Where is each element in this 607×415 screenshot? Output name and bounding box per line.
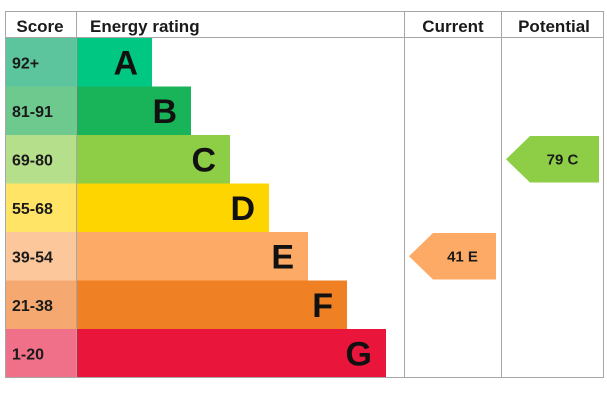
table-grid <box>5 11 604 378</box>
potential-rating-arrow <box>506 136 599 183</box>
score-range-g: 1-20 <box>12 346 44 363</box>
rating-arrows: 41 E 79 C <box>409 136 599 280</box>
score-cell-c <box>6 135 76 184</box>
score-cell-f <box>6 280 76 329</box>
score-range-e: 39-54 <box>12 249 53 266</box>
current-header: Current <box>422 17 484 36</box>
score-range-b: 81-91 <box>12 104 53 121</box>
potential-header: Potential <box>518 17 590 36</box>
band-letter-b: B <box>152 93 177 131</box>
band-bar-a <box>77 38 152 87</box>
score-cell-a <box>6 38 76 87</box>
score-range-c: 69-80 <box>12 152 53 169</box>
score-range-d: 55-68 <box>12 201 53 218</box>
band-letter-a: A <box>113 44 138 82</box>
band-letter-f: F <box>312 287 333 325</box>
band-bar-e <box>77 232 308 281</box>
band-bar-g <box>77 329 386 378</box>
potential-rating-label: 79 C <box>547 151 579 168</box>
band-letter-e: E <box>271 238 294 276</box>
rating-bands: 92+ A 81-91 B 69-80 C 55-68 D 39-54 E 21-38 F 1-20 G <box>6 38 386 378</box>
band-letter-c: C <box>191 141 216 179</box>
score-cell-d <box>6 183 76 232</box>
score-header: Score <box>16 17 63 36</box>
band-bar-c <box>77 135 230 184</box>
band-letter-d: D <box>230 190 255 228</box>
table-border <box>5 11 604 378</box>
score-range-f: 21-38 <box>12 298 53 315</box>
score-cell-b <box>6 86 76 135</box>
band-bar-f <box>77 280 347 329</box>
band-letter-g: G <box>346 335 372 373</box>
energy-rating-header: Energy rating <box>90 17 200 36</box>
band-bar-d <box>77 183 269 232</box>
current-rating-arrow <box>409 233 496 280</box>
score-cell-g <box>6 329 76 378</box>
current-rating-label: 41 E <box>447 248 478 265</box>
score-range-a: 92+ <box>12 55 39 72</box>
score-cell-e <box>6 232 76 281</box>
band-bar-b <box>77 86 191 135</box>
